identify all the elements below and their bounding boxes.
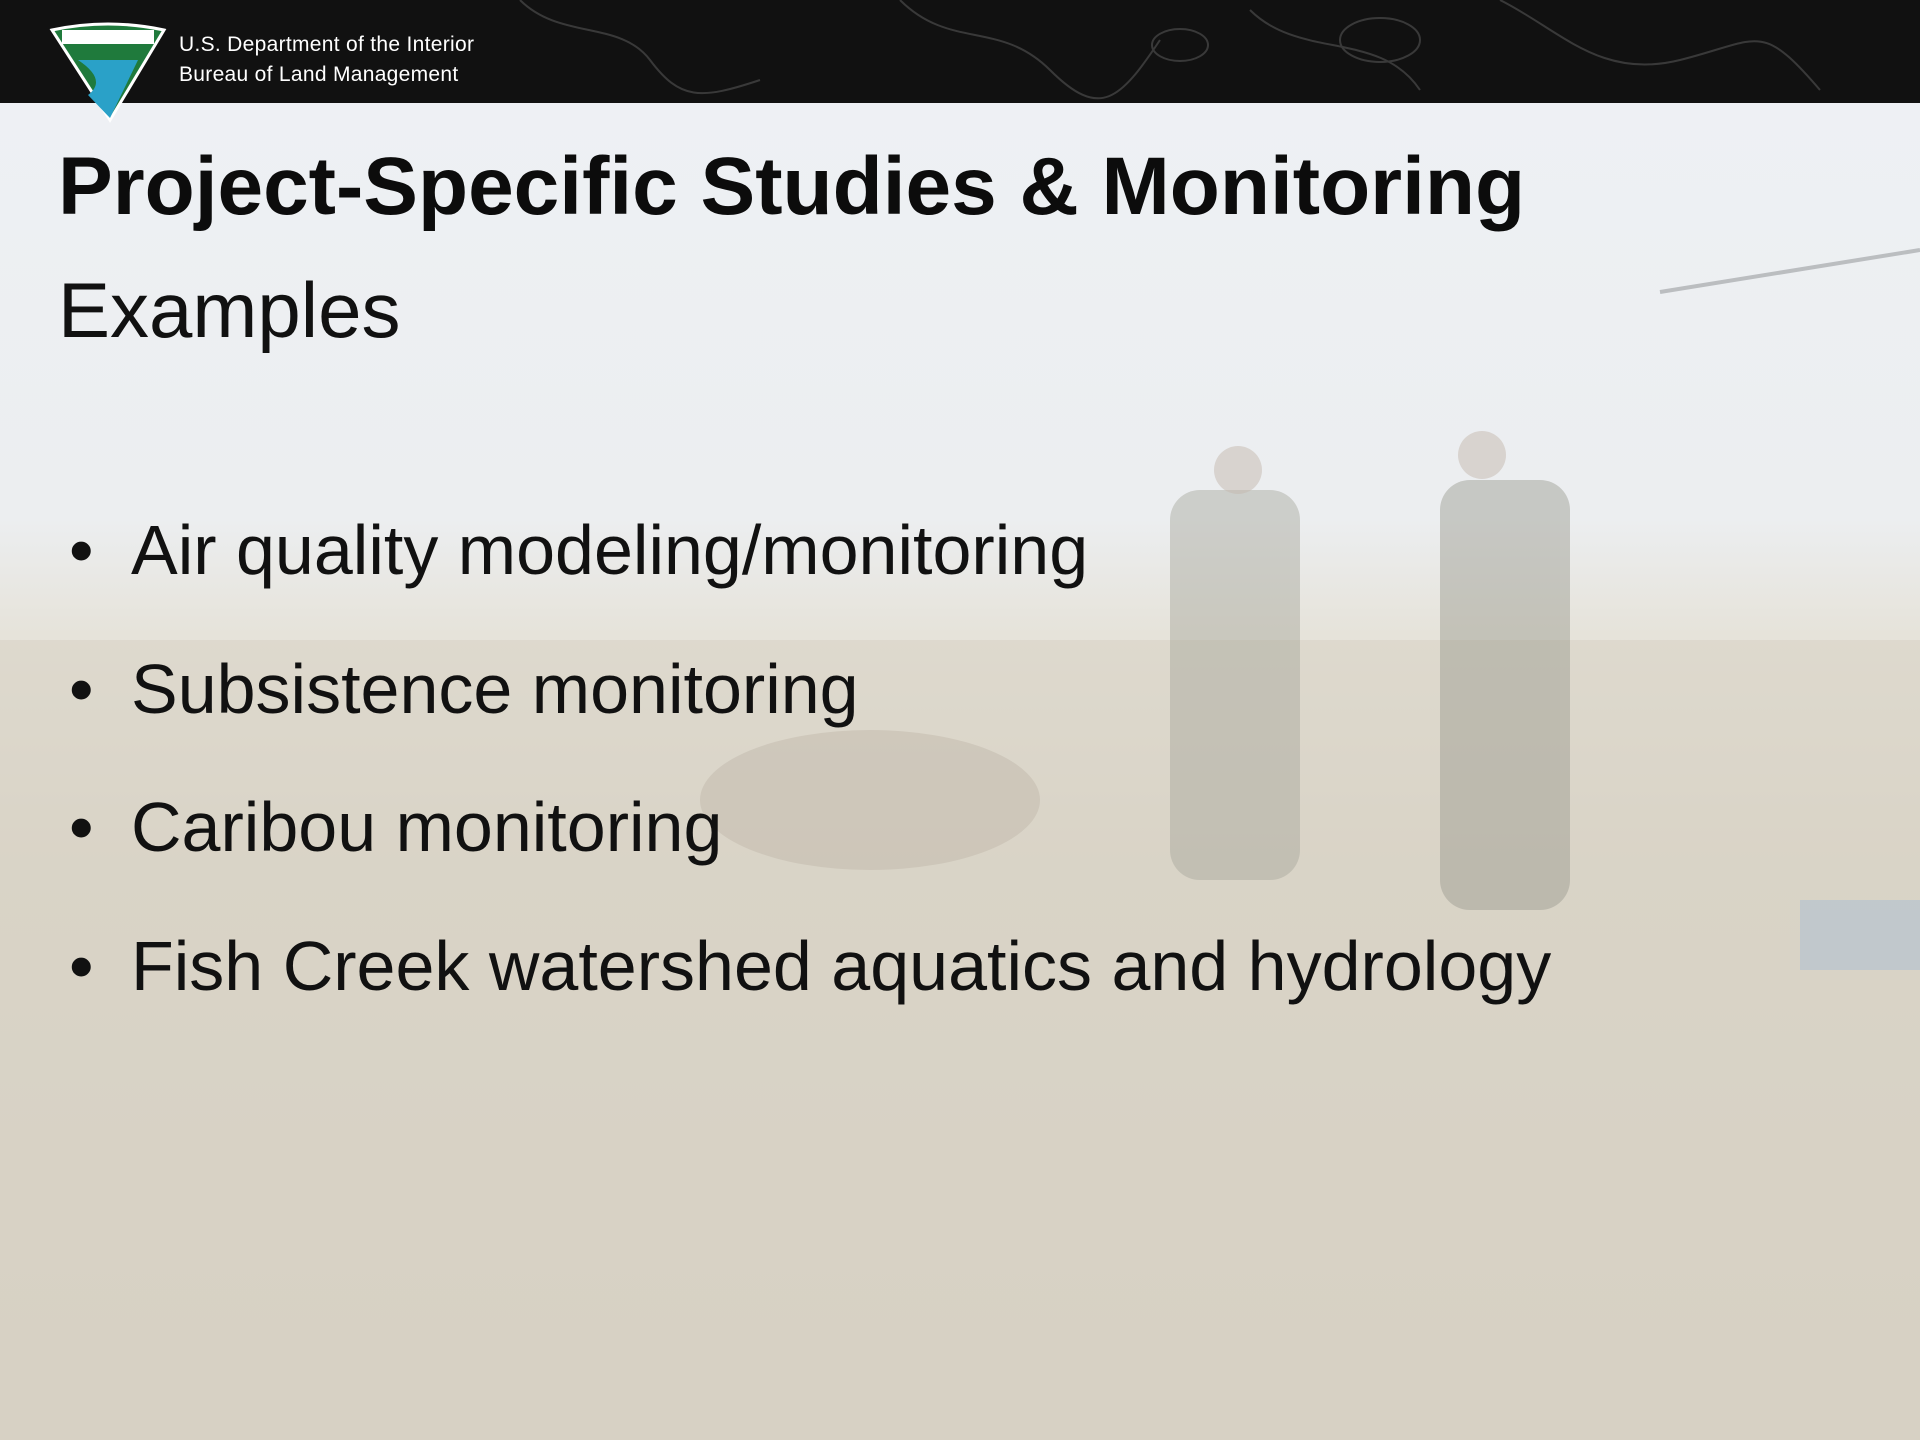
slide: U.S. Department of the Interior Bureau o… (0, 0, 1920, 1440)
bullet-item: Subsistence monitoring (131, 649, 859, 729)
bullet-item: Air quality modeling/monitoring (131, 510, 1088, 590)
bureau-name: Bureau of Land Management (179, 63, 459, 87)
header-bar: U.S. Department of the Interior Bureau o… (0, 0, 1920, 103)
slide-title: Project-Specific Studies & Monitoring (58, 140, 1525, 234)
department-name: U.S. Department of the Interior (179, 33, 474, 57)
slide-subtitle: Examples (58, 265, 400, 356)
logo (48, 0, 168, 125)
bullet-item: Fish Creek watershed aquatics and hydrol… (131, 926, 1551, 1006)
bullet-item: Caribou monitoring (131, 787, 722, 867)
